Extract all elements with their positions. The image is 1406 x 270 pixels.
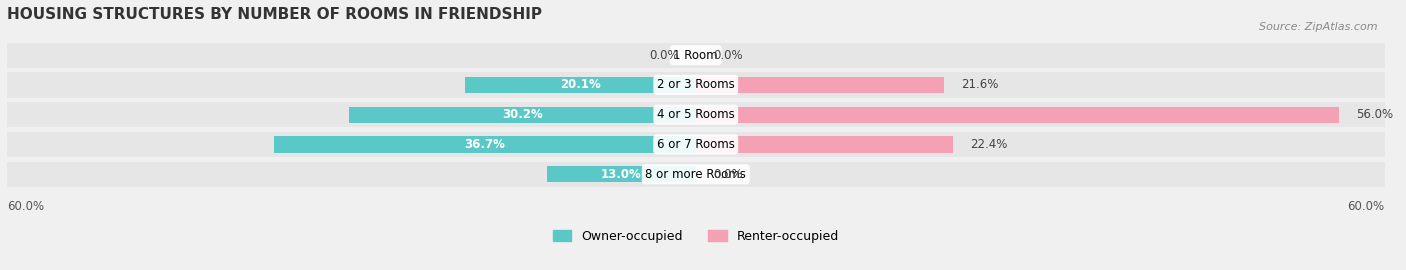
Text: 30.2%: 30.2% xyxy=(502,108,543,121)
Bar xyxy=(349,106,696,123)
Text: 0.0%: 0.0% xyxy=(713,168,742,181)
Bar xyxy=(547,166,696,183)
Text: 56.0%: 56.0% xyxy=(1355,108,1393,121)
Text: 6 or 7 Rooms: 6 or 7 Rooms xyxy=(657,138,735,151)
Bar xyxy=(7,161,696,187)
Text: 20.1%: 20.1% xyxy=(560,78,600,92)
Text: 21.6%: 21.6% xyxy=(960,78,998,92)
Text: 8 or more Rooms: 8 or more Rooms xyxy=(645,168,747,181)
Bar xyxy=(696,161,1385,187)
Legend: Owner-occupied, Renter-occupied: Owner-occupied, Renter-occupied xyxy=(548,225,844,248)
Text: 0.0%: 0.0% xyxy=(713,49,742,62)
Text: 13.0%: 13.0% xyxy=(600,168,641,181)
Text: 60.0%: 60.0% xyxy=(1347,200,1385,212)
Text: Source: ZipAtlas.com: Source: ZipAtlas.com xyxy=(1260,22,1378,32)
Bar xyxy=(7,132,696,157)
Bar xyxy=(696,106,1339,123)
Text: 4 or 5 Rooms: 4 or 5 Rooms xyxy=(657,108,735,121)
Bar xyxy=(696,136,953,153)
Bar xyxy=(274,136,696,153)
Text: 36.7%: 36.7% xyxy=(464,138,506,151)
Bar xyxy=(696,132,1385,157)
Bar xyxy=(7,102,696,127)
Bar xyxy=(696,77,943,93)
Bar xyxy=(465,77,696,93)
Text: 2 or 3 Rooms: 2 or 3 Rooms xyxy=(657,78,735,92)
Bar xyxy=(696,42,1385,68)
Text: 0.0%: 0.0% xyxy=(650,49,679,62)
Bar xyxy=(7,72,696,97)
Bar xyxy=(7,42,696,68)
Bar xyxy=(696,102,1385,127)
Text: HOUSING STRUCTURES BY NUMBER OF ROOMS IN FRIENDSHIP: HOUSING STRUCTURES BY NUMBER OF ROOMS IN… xyxy=(7,7,541,22)
Text: 60.0%: 60.0% xyxy=(7,200,44,212)
Text: 22.4%: 22.4% xyxy=(970,138,1008,151)
Text: 1 Room: 1 Room xyxy=(673,49,718,62)
Bar xyxy=(696,72,1385,97)
